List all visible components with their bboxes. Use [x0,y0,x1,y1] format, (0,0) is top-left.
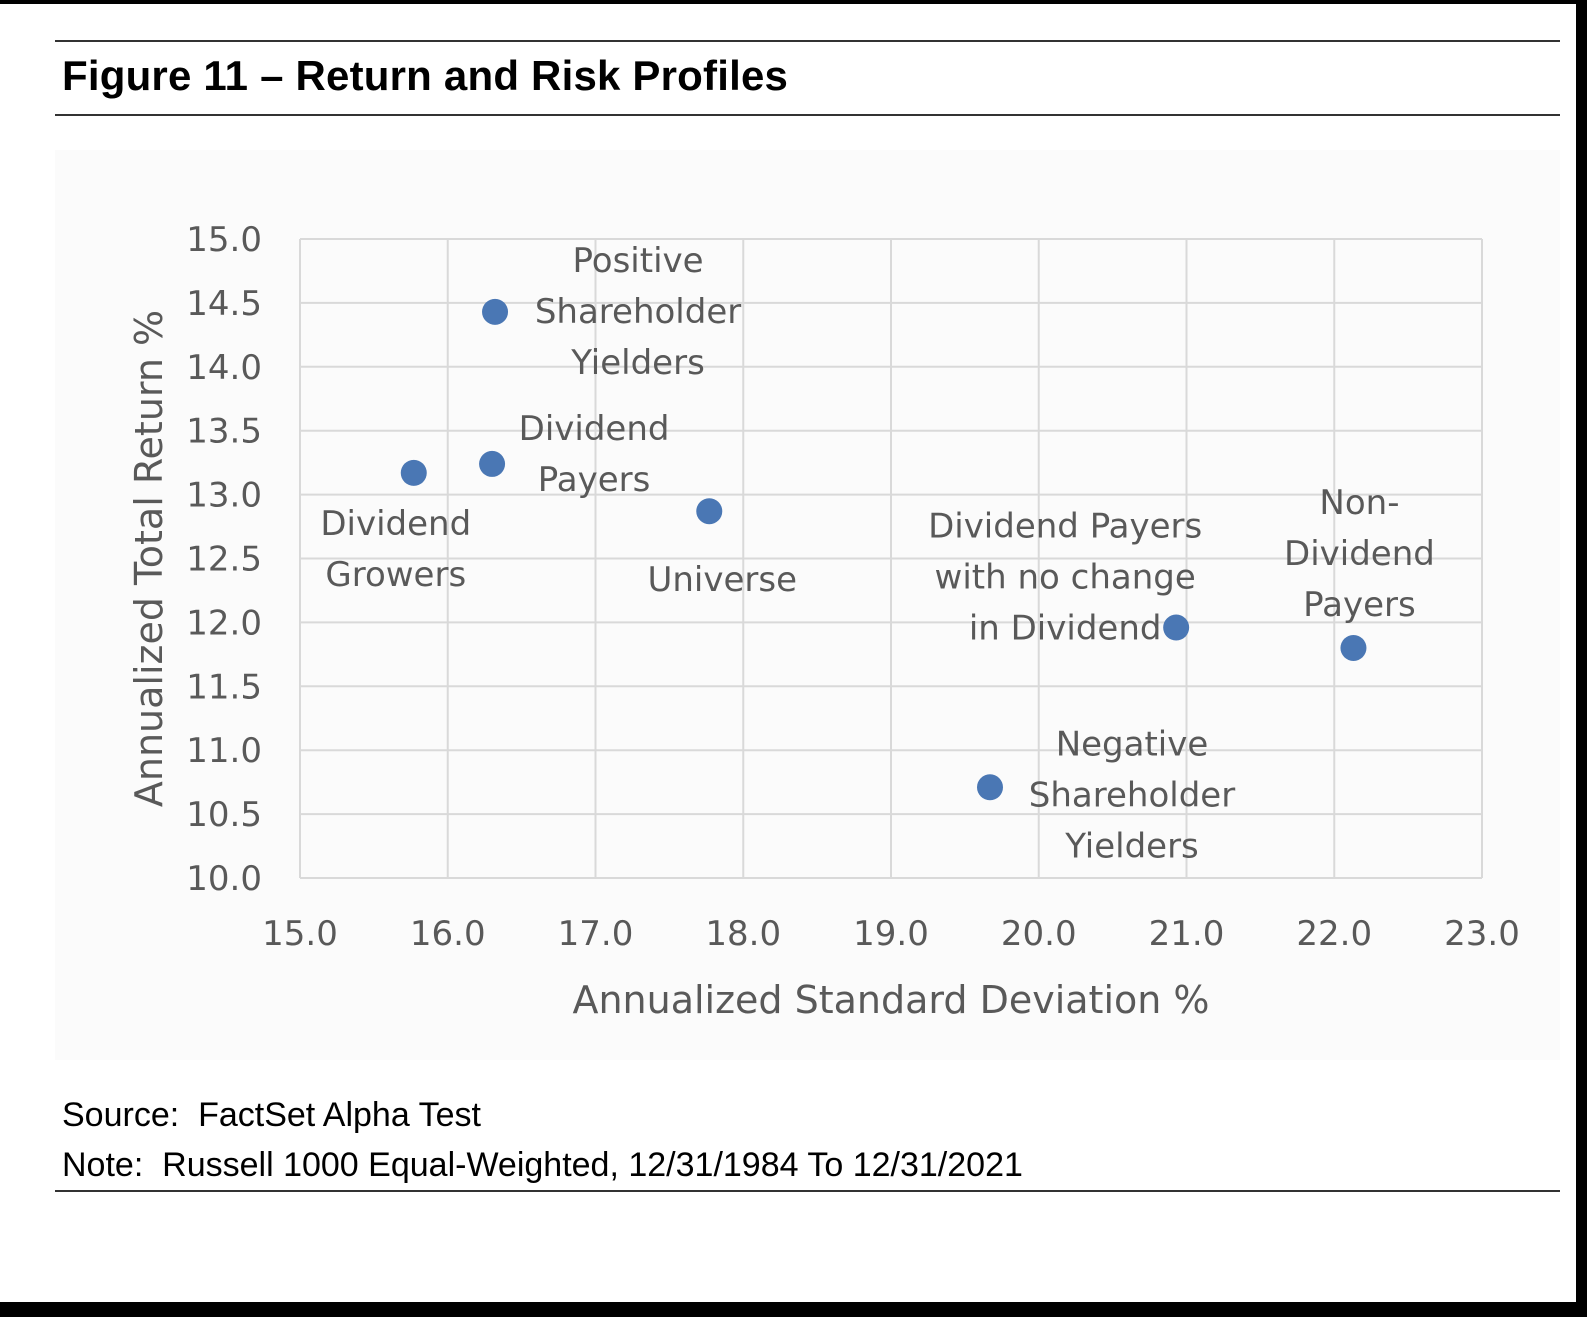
data-label: Positive [572,241,703,281]
frame-top-border [0,0,1587,4]
y-axis-title: Annualized Total Return % [127,310,171,807]
data-label: Shareholder [535,292,741,332]
data-point [479,450,506,477]
data-point [696,498,723,525]
figure-title: Figure 11 – Return and Risk Profiles [62,52,789,99]
data-label: Dividend [1284,534,1435,574]
x-tick-label: 16.0 [410,914,486,954]
data-label: Payers [538,460,651,500]
source-note: Source: FactSet Alpha Test [62,1096,481,1134]
y-tick-label: 10.5 [186,795,262,835]
y-tick-label: 11.5 [186,667,262,707]
title-bottom-rule [55,114,1560,116]
y-tick-label: 11.0 [186,731,262,771]
y-tick-label: 12.0 [186,603,262,643]
data-label: Shareholder [1029,775,1235,815]
data-point [400,459,427,486]
data-label: Yielders [570,343,705,383]
data-label: Non- [1319,483,1399,523]
frame-right-border [1576,0,1587,1317]
data-label: Growers [325,555,466,595]
x-tick-label: 20.0 [1001,914,1077,954]
x-tick-label: 19.0 [853,914,929,954]
data-label: Dividend [320,504,471,544]
y-tick-label: 15.0 [186,220,262,260]
x-tick-label: 15.0 [262,914,338,954]
title-top-rule [55,40,1560,42]
x-tick-label: 23.0 [1444,914,1520,954]
y-tick-label: 12.5 [186,540,262,580]
chart-background [55,150,1560,1060]
y-tick-label: 13.0 [186,476,262,516]
data-point [482,298,509,325]
data-point [976,774,1003,801]
data-point [1163,614,1190,641]
x-tick-label: 18.0 [705,914,781,954]
y-tick-label: 14.0 [186,348,262,388]
data-label: with no change [935,558,1196,598]
data-label: Dividend [519,409,670,449]
data-label: Universe [648,560,798,600]
x-tick-label: 22.0 [1296,914,1372,954]
footer-rule [55,1190,1560,1192]
date-range-note: Note: Russell 1000 Equal-Weighted, 12/31… [62,1146,1023,1184]
y-tick-label: 14.5 [186,284,262,324]
y-tick-label: 13.5 [186,412,262,452]
x-tick-label: 17.0 [558,914,634,954]
data-label: Payers [1303,585,1416,625]
data-label: Dividend Payers [928,507,1202,547]
data-label: Yielders [1064,826,1199,866]
data-label: in Dividend [969,609,1162,649]
x-tick-label: 21.0 [1149,914,1225,954]
x-axis-title: Annualized Standard Deviation % [572,978,1209,1022]
data-point [1340,634,1367,661]
frame-bottom-border [0,1302,1587,1317]
data-label: Negative [1056,724,1209,764]
y-tick-label: 10.0 [186,859,262,899]
